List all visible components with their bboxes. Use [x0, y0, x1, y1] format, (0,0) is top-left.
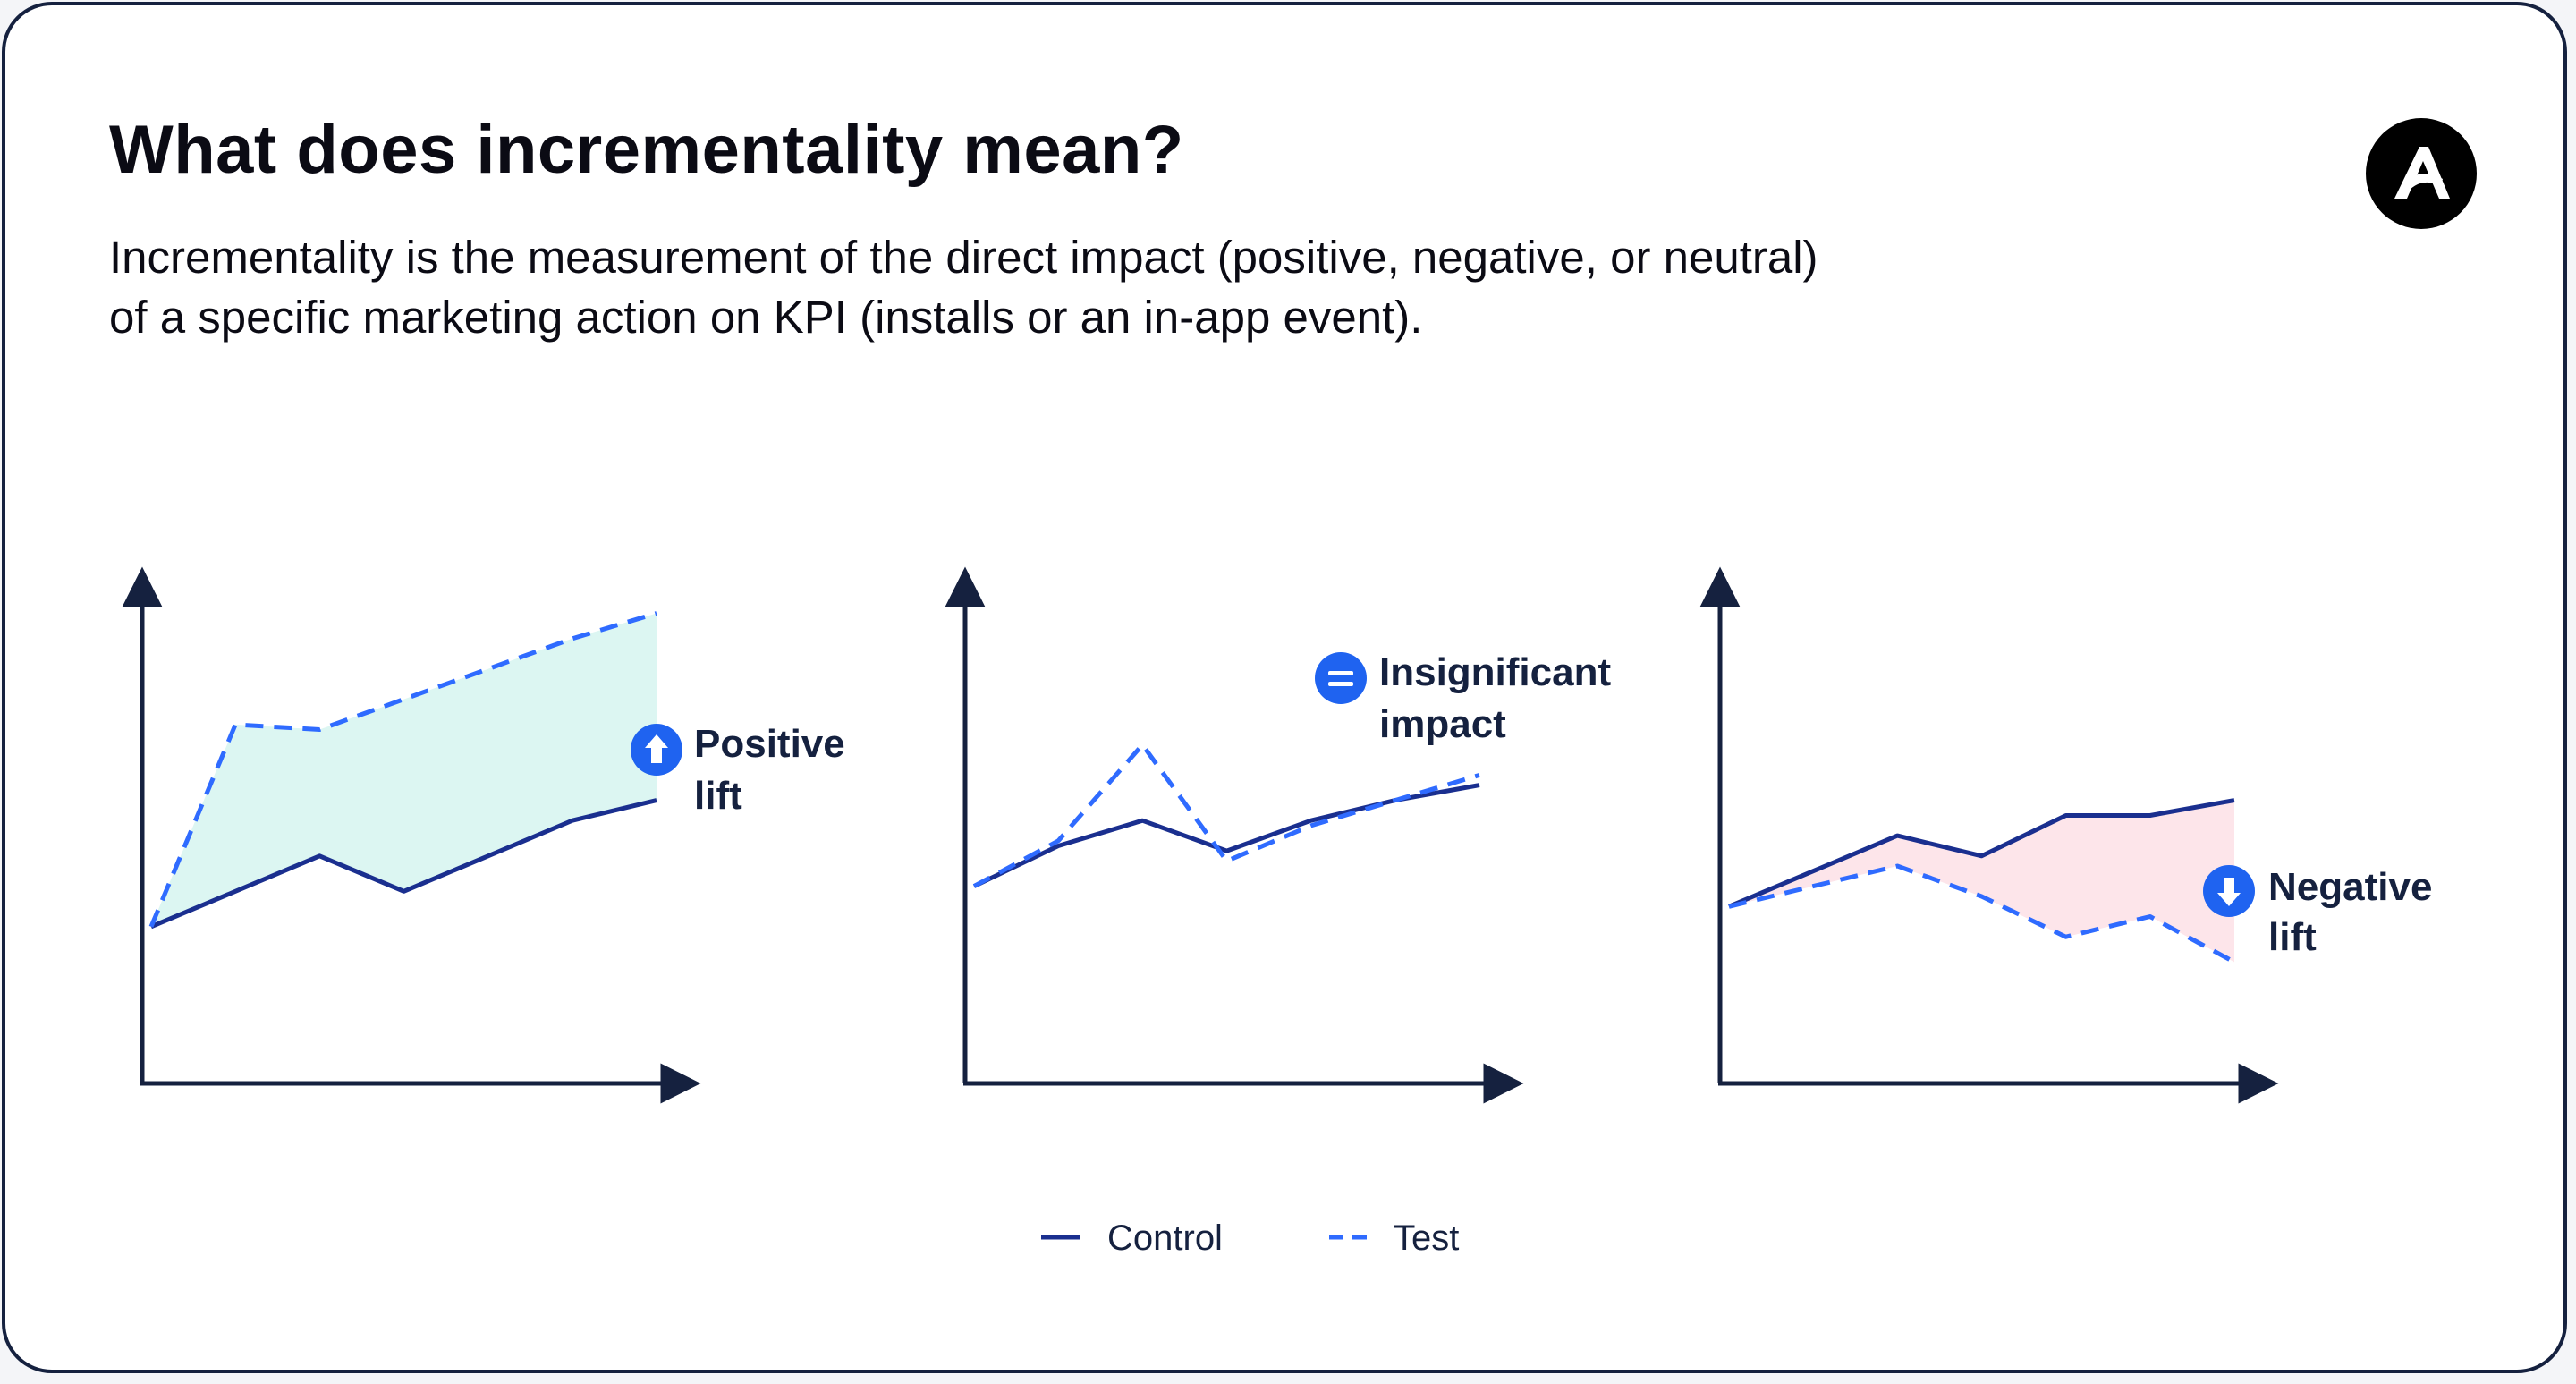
equals-circle-icon — [1315, 652, 1367, 704]
arrow-up-circle-icon — [631, 724, 682, 776]
legend-control-label: Control — [1107, 1218, 1223, 1258]
chart1-annotation-line2: lift — [694, 774, 742, 818]
chart-positive-lift: Positive lift — [122, 566, 845, 1104]
legend: Control Test — [1041, 1218, 1459, 1258]
chart3-control-line — [1728, 798, 2235, 909]
logo-swoosh — [2400, 174, 2443, 195]
page-title: What does incrementality mean? — [109, 112, 1184, 188]
chart3-annotation-line2: lift — [2268, 915, 2317, 959]
chart2-annotation-line1: Insignificant — [1379, 650, 1611, 694]
chart3-annotation-line1: Negative — [2268, 865, 2432, 909]
description-line-1: Incrementality is the measurement of the… — [109, 232, 1818, 283]
chart2-control-line — [972, 783, 1480, 888]
description-line-2: of a specific marketing action on KPI (i… — [109, 292, 1423, 343]
legend-test-label: Test — [1394, 1218, 1459, 1258]
charts-area: Positive lift Insignificant impact — [122, 566, 2432, 1258]
logo-circle — [2366, 118, 2477, 229]
chart1-lift-area — [151, 613, 657, 927]
chart-negative-lift: Negative lift — [1699, 566, 2432, 1104]
description: Incrementality is the measurement of the… — [109, 227, 2166, 347]
chart3-lift-area — [1729, 800, 2234, 963]
chart3-test-line — [1728, 863, 2236, 964]
chart-insignificant-impact: Insignificant impact — [945, 566, 1611, 1104]
chart2-annotation-line2: impact — [1379, 702, 1506, 746]
chart1-control-line — [150, 798, 657, 930]
arrow-down-circle-icon — [2203, 865, 2255, 917]
adjust-logo-icon — [2366, 118, 2477, 229]
chart1-annotation-line1: Positive — [694, 722, 845, 766]
chart2-test-line — [972, 743, 1480, 888]
